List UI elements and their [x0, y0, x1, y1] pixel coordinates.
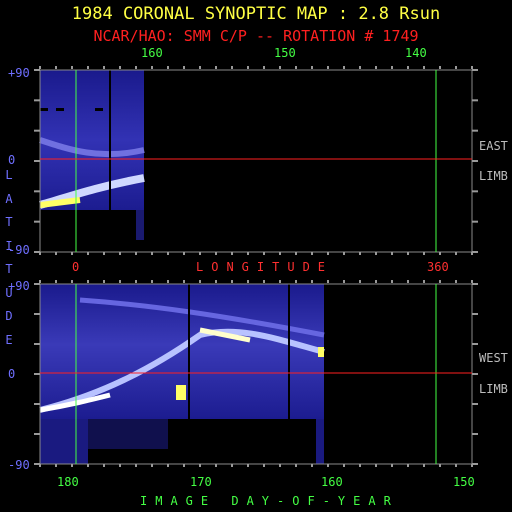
latitude-letter-7: E: [5, 332, 13, 347]
west-panel-tail-left: [40, 419, 88, 464]
latitude-letter-0: L: [5, 168, 13, 182]
east-mark-3: [95, 108, 103, 111]
west-label: WEST: [479, 351, 508, 365]
latitude-letter-2: T: [5, 215, 13, 229]
doy-label-170: 170: [190, 475, 212, 489]
doy-label-180: 180: [57, 475, 79, 489]
lat-label-bottom-zero: 0: [8, 367, 16, 381]
west-gap-line-2: [288, 284, 290, 419]
east-panel-gap: [40, 210, 136, 240]
latitude-letter-5: U: [5, 285, 13, 300]
west-limb-label: LIMB: [479, 382, 508, 396]
east-gap-line: [109, 70, 111, 210]
lat-label-top-minus90: -90: [8, 243, 30, 257]
lat-label-top-plus90: +90: [8, 66, 30, 80]
latitude-letter-6: D: [5, 309, 13, 323]
east-limb-label: LIMB: [479, 169, 508, 183]
west-streamer-belt: [39, 328, 325, 413]
latitude-letter-3: I: [5, 238, 13, 253]
top-axis-label-160: 160: [141, 46, 163, 60]
west-streamer-bright-left: [39, 392, 111, 413]
latitude-letter-4: T: [5, 262, 13, 276]
doy-label-150: 150: [453, 475, 475, 489]
axis-ticks: [34, 66, 478, 467]
west-gap-line-1: [188, 284, 190, 419]
longitude-axis-label: LONGITUDE: [196, 260, 334, 274]
latitude-letter-1: A: [5, 191, 13, 206]
east-panel-data: [39, 70, 145, 240]
longitude-start-label: 0: [72, 260, 80, 274]
top-axis-label-150: 150: [274, 46, 296, 60]
west-panel-data: [39, 284, 325, 464]
west-panel-tail-right: [316, 419, 324, 464]
longitude-end-label: 360: [427, 260, 449, 274]
east-panel-tail: [136, 210, 144, 240]
east-label: EAST: [479, 139, 508, 153]
west-streamer-bright-mid: [199, 327, 251, 343]
east-streamer-secondary: [39, 137, 145, 158]
west-bright-spot: [176, 385, 186, 400]
top-axis-label-140: 140: [405, 46, 427, 60]
lat-label-bottom-plus90: +90: [8, 279, 30, 293]
east-mark-1: [40, 108, 48, 111]
east-mark-2: [56, 108, 64, 111]
chart-subtitle: NCAR/HAO: SMM C/P -- ROTATION # 1749: [93, 27, 419, 45]
chart-title: 1984 CORONAL SYNOPTIC MAP : 2.8 Rsun: [71, 4, 441, 24]
east-streamer-bright: [39, 197, 81, 208]
west-bright-spot-right: [318, 347, 324, 357]
west-panel-tail-mid: [88, 419, 168, 449]
lat-label-top-zero: 0: [8, 153, 16, 167]
doy-label-160: 160: [321, 475, 343, 489]
doy-axis-label: IMAGE DAY-OF-YEAR: [140, 494, 399, 508]
lat-label-bottom-minus90: -90: [8, 458, 30, 472]
